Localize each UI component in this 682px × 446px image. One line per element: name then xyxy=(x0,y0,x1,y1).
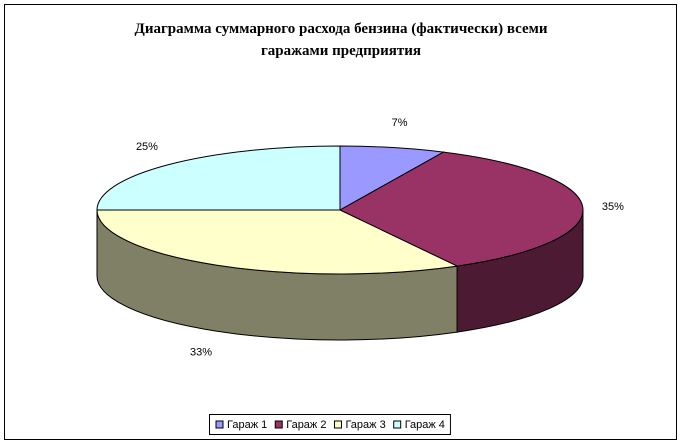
slice xyxy=(338,151,584,267)
data-label: 35% xyxy=(602,201,624,213)
slice xyxy=(339,145,446,211)
legend-label: Гараж 2 xyxy=(286,419,326,431)
chart-title: гаражами предприятия xyxy=(261,43,421,59)
legend-box xyxy=(209,414,451,435)
legend-swatch xyxy=(274,420,283,429)
legend-swatch xyxy=(215,420,224,429)
legend-swatch xyxy=(393,420,402,429)
data-label: 25% xyxy=(136,141,158,153)
data-label: 33% xyxy=(190,347,212,359)
data-label: 7% xyxy=(392,117,408,129)
chart-title: Диаграмма суммарного расхода бензина (фа… xyxy=(135,21,548,37)
slice xyxy=(96,145,341,211)
legend-label: Гараж 3 xyxy=(345,419,385,431)
legend-label: Гараж 4 xyxy=(405,419,445,431)
slice xyxy=(96,209,459,275)
legend-label: Гараж 1 xyxy=(227,419,267,431)
legend: Гараж 1 Гараж 2 Гараж 3 Гараж 4 xyxy=(209,414,451,435)
legend-swatch xyxy=(333,420,342,429)
